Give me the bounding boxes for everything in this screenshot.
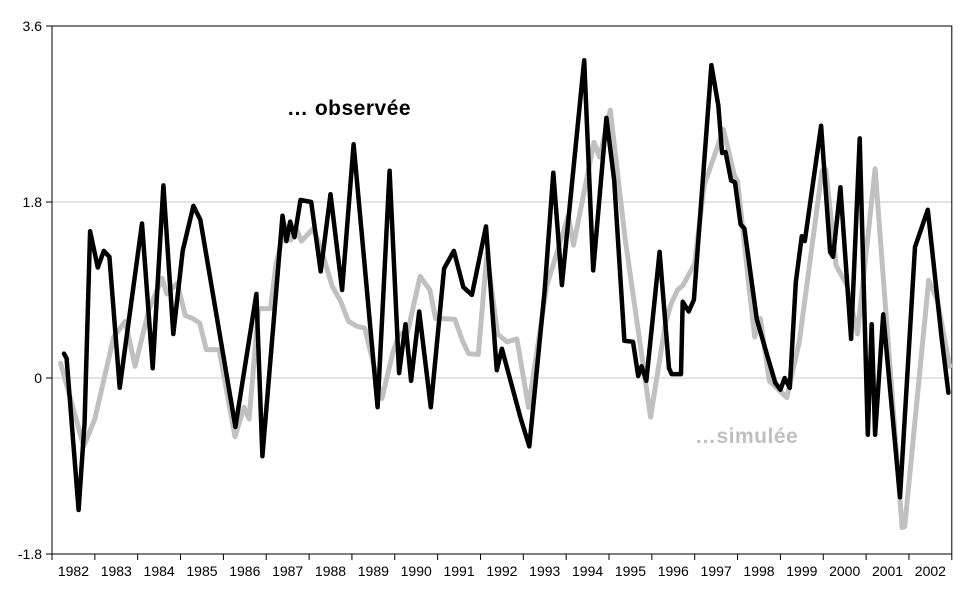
x-tick-label: 1986	[229, 563, 260, 579]
x-tick-label: 1996	[658, 563, 689, 579]
x-tick-label: 1987	[272, 563, 303, 579]
x-tick-label: 1984	[144, 563, 175, 579]
x-tick-label: 1991	[443, 563, 474, 579]
y-tick-label: 0	[34, 370, 42, 386]
x-tick-label: 1995	[615, 563, 646, 579]
x-tick-label: 1994	[572, 563, 603, 579]
x-tick-label: 1999	[786, 563, 817, 579]
x-tick-label: 1998	[743, 563, 774, 579]
plot-frame	[51, 25, 953, 555]
x-tick-label: 2000	[829, 563, 860, 579]
x-tick-label: 2002	[915, 563, 946, 579]
x-tick-label: 1993	[529, 563, 560, 579]
simulee-series-label: …simulée	[695, 425, 799, 448]
observee-line	[61, 57, 951, 513]
observee-series-label: … observée	[287, 97, 412, 120]
x-tick-label: 1982	[58, 563, 89, 579]
y-tick-label: -1.8	[18, 546, 42, 562]
x-tick-label: 1985	[186, 563, 217, 579]
x-tick-label: 1988	[315, 563, 346, 579]
y-tick-label: 1.8	[23, 194, 43, 210]
x-tick-label: 1983	[101, 563, 132, 579]
x-tick-label: 2001	[872, 563, 903, 579]
x-tick-label: 1989	[358, 563, 389, 579]
y-tick-label: 3.6	[23, 18, 43, 34]
x-tick-label: 1997	[701, 563, 732, 579]
x-tick-label: 1992	[486, 563, 517, 579]
x-tick-label: 1990	[401, 563, 432, 579]
